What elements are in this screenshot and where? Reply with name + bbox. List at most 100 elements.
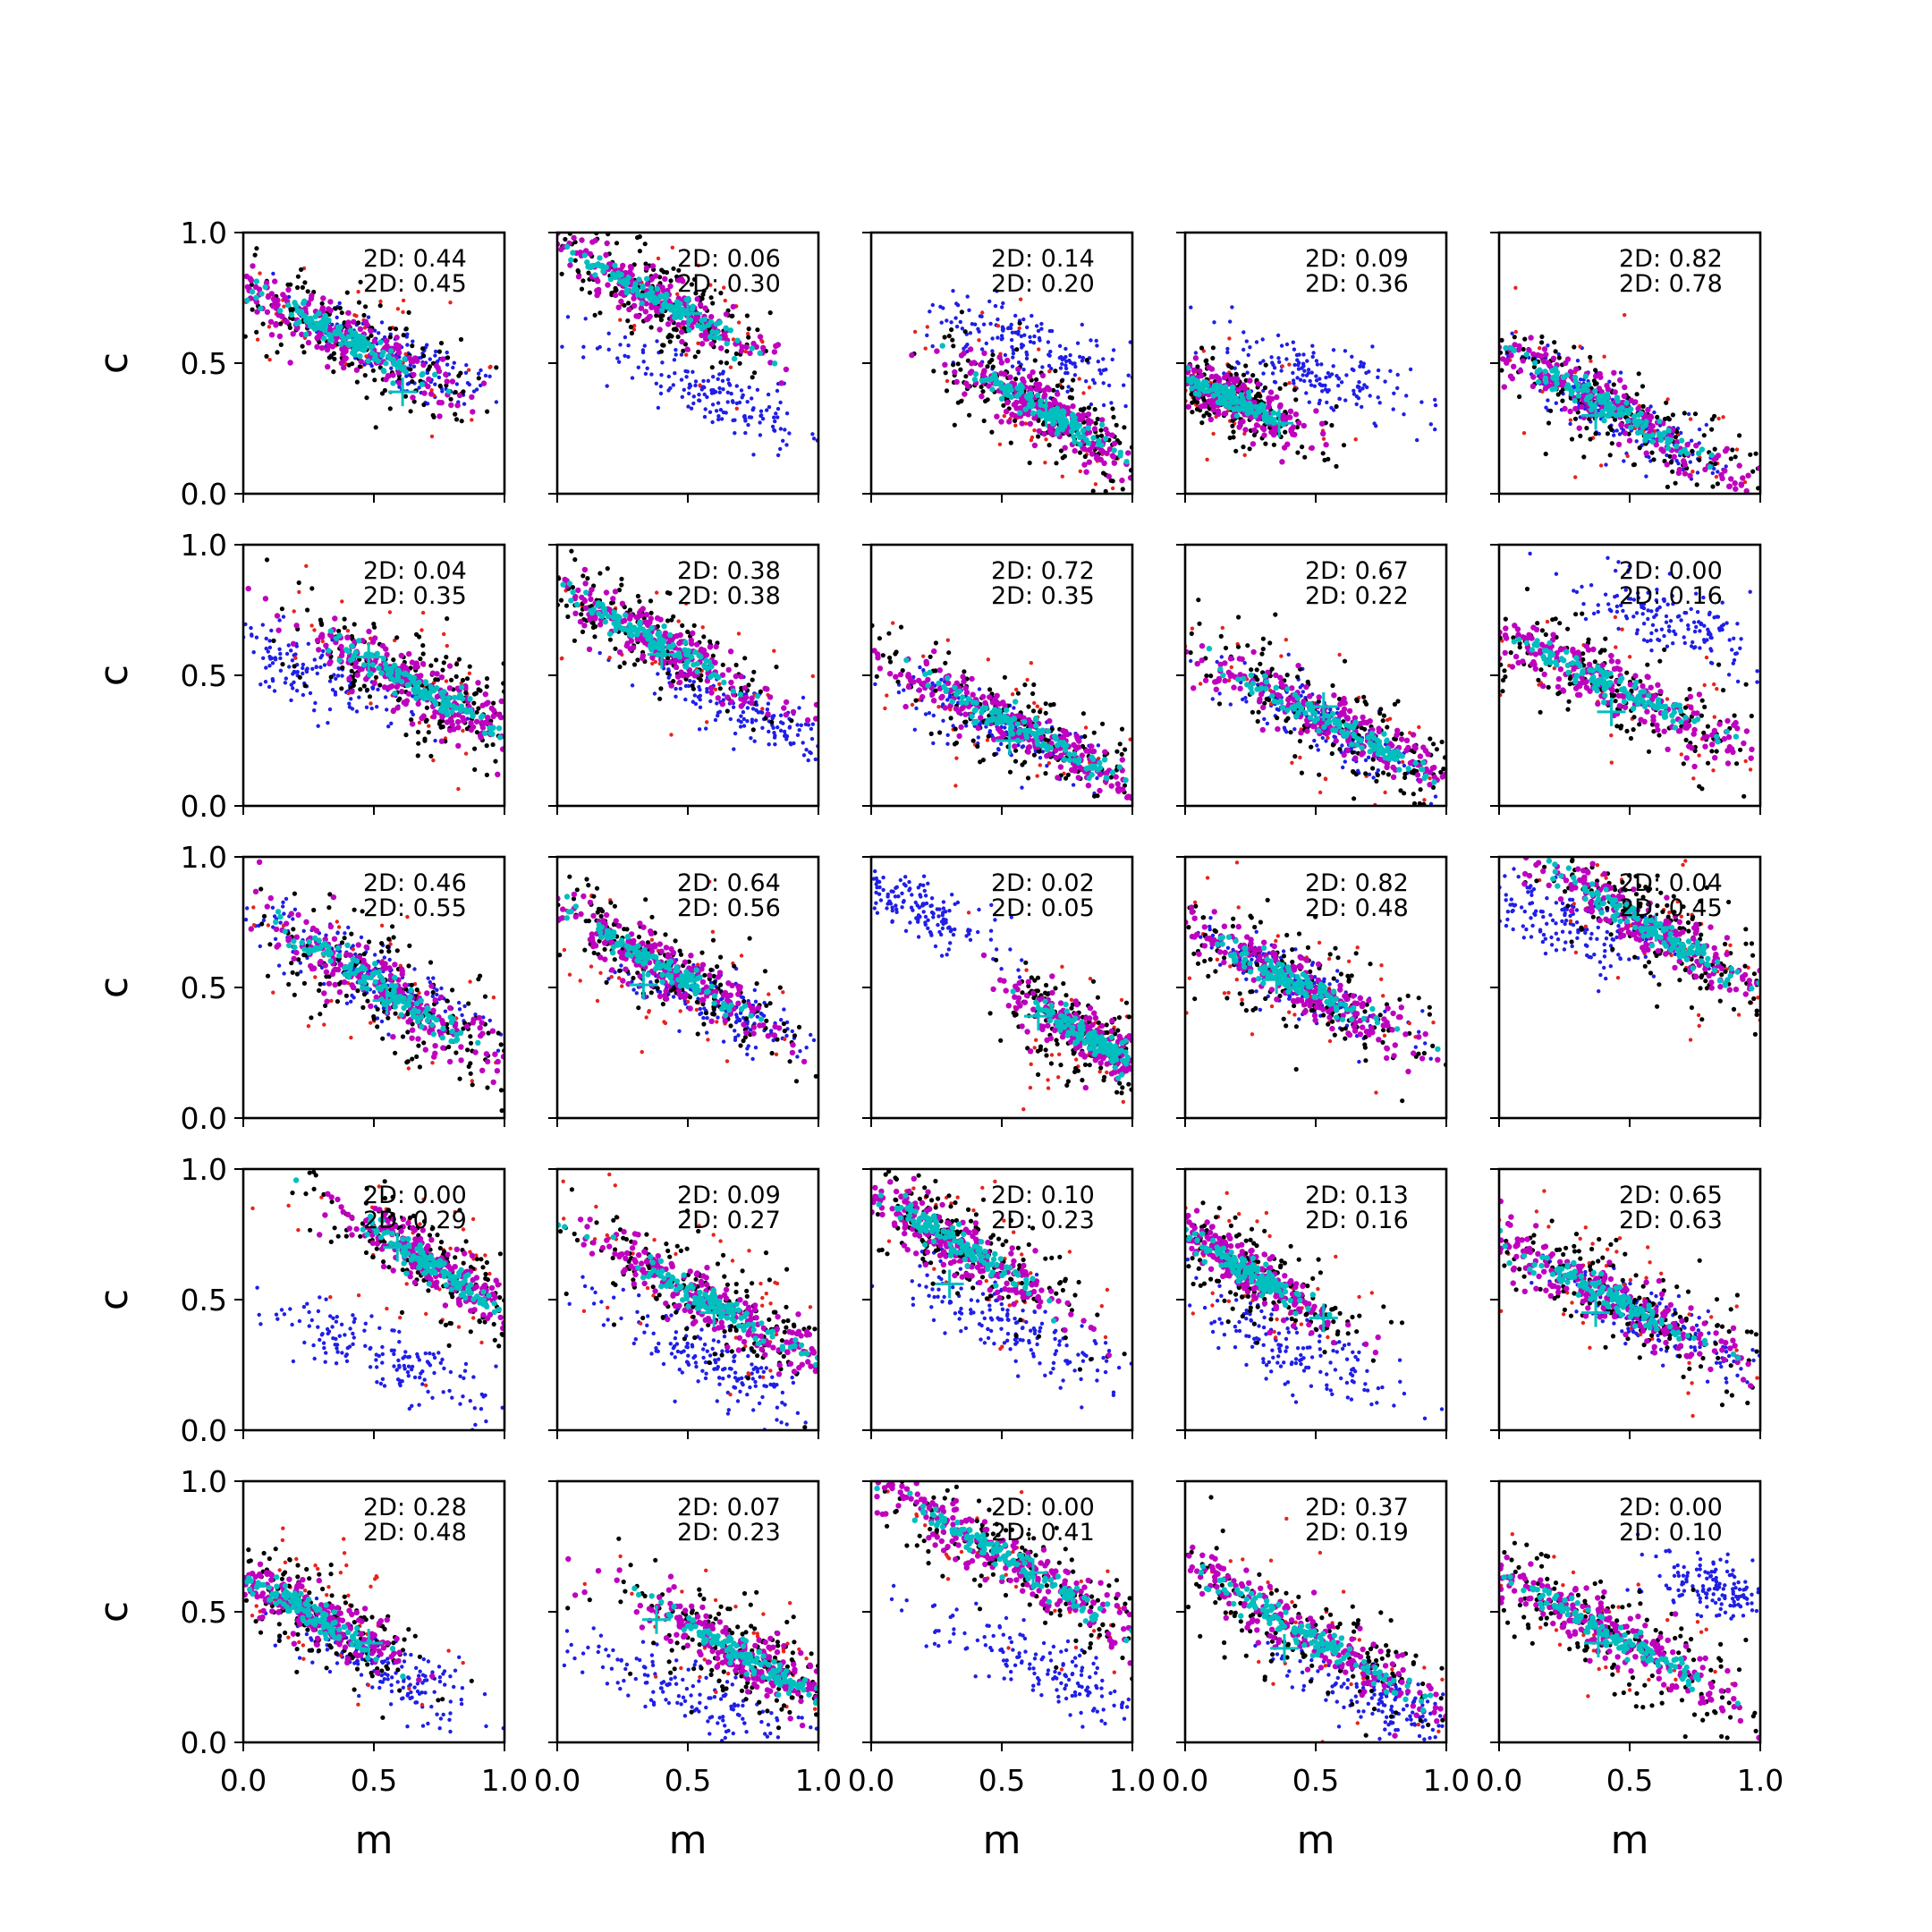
data-point bbox=[977, 329, 981, 334]
data-point bbox=[1055, 391, 1061, 397]
data-point bbox=[335, 674, 341, 678]
data-point bbox=[287, 665, 292, 669]
data-point bbox=[1013, 330, 1018, 335]
data-point bbox=[1099, 417, 1106, 423]
data-point bbox=[1110, 479, 1115, 484]
data-point bbox=[782, 729, 787, 734]
data-point bbox=[746, 326, 751, 332]
data-point bbox=[411, 674, 418, 681]
data-point bbox=[979, 347, 985, 352]
data-point bbox=[1707, 463, 1714, 470]
data-point bbox=[400, 662, 406, 669]
data-point bbox=[1391, 407, 1395, 411]
data-point bbox=[1246, 389, 1252, 395]
data-point bbox=[708, 690, 715, 696]
data-point bbox=[334, 676, 338, 681]
data-point bbox=[1204, 411, 1209, 416]
data-point bbox=[597, 310, 603, 316]
data-point bbox=[1635, 405, 1641, 412]
data-point bbox=[1611, 382, 1616, 387]
data-point bbox=[437, 707, 444, 714]
data-point bbox=[766, 392, 771, 397]
data-point bbox=[912, 329, 918, 335]
data-point bbox=[618, 318, 623, 322]
data-point bbox=[665, 618, 671, 623]
data-point bbox=[1311, 351, 1316, 355]
data-point bbox=[1628, 406, 1634, 412]
data-point bbox=[741, 414, 747, 419]
data-point bbox=[736, 320, 741, 325]
data-point bbox=[1266, 403, 1272, 410]
data-point bbox=[419, 381, 426, 387]
data-point bbox=[340, 665, 345, 671]
data-point bbox=[637, 598, 642, 605]
data-point bbox=[1614, 398, 1621, 404]
data-point bbox=[689, 640, 695, 647]
data-point bbox=[738, 703, 744, 709]
stat-label: 2D: 0.78 bbox=[1619, 270, 1723, 298]
data-point bbox=[1004, 388, 1011, 394]
data-point bbox=[613, 285, 618, 291]
data-point bbox=[648, 325, 654, 330]
data-point bbox=[1395, 386, 1400, 391]
data-point bbox=[275, 350, 280, 355]
data-point bbox=[372, 624, 377, 630]
data-point bbox=[471, 389, 477, 394]
data-point bbox=[262, 596, 269, 602]
data-point bbox=[626, 343, 631, 348]
data-point bbox=[357, 695, 361, 699]
data-point bbox=[1070, 403, 1076, 410]
data-point bbox=[1095, 343, 1099, 348]
data-point bbox=[996, 335, 1000, 340]
data-point bbox=[1017, 326, 1021, 331]
data-point bbox=[428, 753, 434, 758]
data-point bbox=[373, 425, 378, 430]
data-point bbox=[1528, 335, 1534, 341]
data-point bbox=[1402, 412, 1406, 417]
data-point bbox=[1517, 368, 1524, 374]
data-point bbox=[335, 315, 339, 320]
data-point bbox=[1329, 405, 1334, 411]
data-point bbox=[671, 383, 675, 387]
data-point bbox=[1522, 336, 1528, 342]
data-point bbox=[1277, 360, 1282, 364]
data-point bbox=[1708, 452, 1715, 458]
data-point bbox=[697, 393, 701, 397]
data-point bbox=[707, 644, 714, 650]
data-point bbox=[942, 361, 948, 368]
data-point bbox=[678, 669, 684, 675]
data-point bbox=[606, 347, 611, 352]
data-point bbox=[684, 601, 689, 606]
data-point bbox=[950, 337, 955, 343]
data-point bbox=[439, 356, 446, 362]
data-point bbox=[1649, 450, 1655, 455]
data-point bbox=[698, 698, 702, 702]
data-point bbox=[691, 699, 695, 704]
data-point bbox=[750, 707, 756, 711]
data-point bbox=[1057, 355, 1063, 360]
data-point bbox=[1197, 368, 1203, 375]
data-point bbox=[1605, 431, 1610, 436]
data-point bbox=[702, 305, 708, 311]
data-point bbox=[1500, 356, 1506, 362]
data-point bbox=[1564, 356, 1572, 362]
data-point bbox=[456, 373, 462, 378]
data-point bbox=[472, 691, 478, 697]
data-point bbox=[1233, 412, 1241, 419]
data-point bbox=[783, 366, 790, 373]
data-point bbox=[431, 714, 437, 720]
data-point bbox=[630, 376, 635, 380]
data-point bbox=[1745, 472, 1751, 479]
data-point bbox=[1069, 395, 1075, 401]
data-point bbox=[1545, 360, 1551, 366]
data-point bbox=[1714, 474, 1719, 479]
data-point bbox=[691, 401, 696, 406]
data-point bbox=[1072, 361, 1077, 366]
data-point bbox=[692, 693, 697, 698]
data-point bbox=[998, 360, 1005, 366]
data-point bbox=[1081, 406, 1087, 411]
data-point bbox=[618, 298, 624, 305]
data-point bbox=[394, 667, 401, 674]
data-point bbox=[1645, 406, 1651, 413]
